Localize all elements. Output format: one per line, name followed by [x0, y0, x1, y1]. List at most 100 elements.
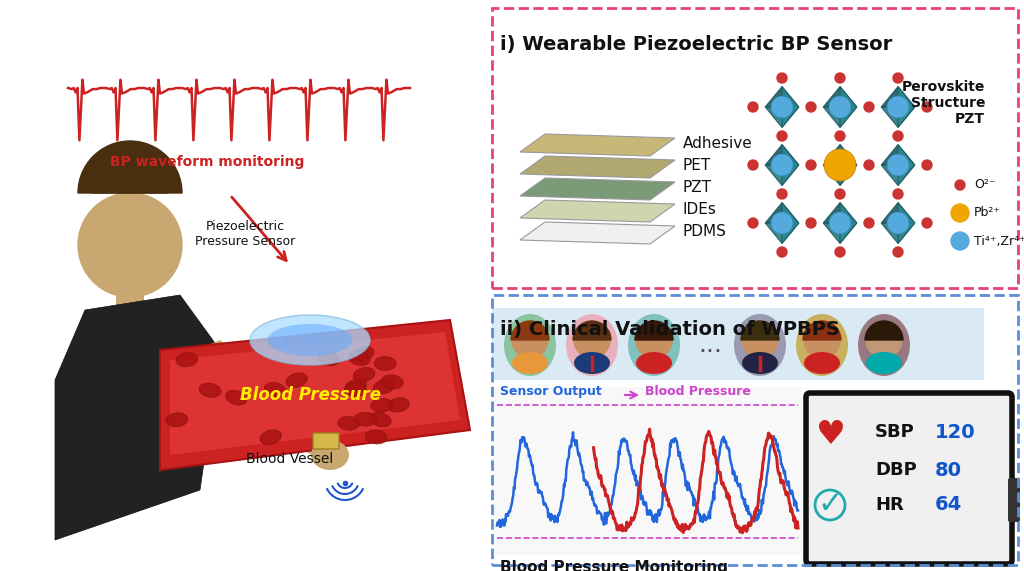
- Text: PZT: PZT: [683, 179, 712, 195]
- Circle shape: [771, 154, 793, 176]
- Circle shape: [887, 96, 909, 118]
- Text: Blood Vessel: Blood Vessel: [247, 452, 334, 466]
- Polygon shape: [765, 107, 799, 127]
- Ellipse shape: [366, 430, 387, 444]
- Polygon shape: [823, 203, 857, 223]
- Circle shape: [835, 247, 845, 257]
- Wedge shape: [511, 321, 549, 340]
- Circle shape: [777, 131, 787, 141]
- Circle shape: [866, 322, 902, 358]
- Ellipse shape: [504, 314, 556, 376]
- Circle shape: [636, 322, 672, 358]
- Ellipse shape: [371, 399, 392, 412]
- Polygon shape: [823, 223, 857, 243]
- Circle shape: [955, 180, 965, 190]
- Circle shape: [806, 160, 816, 170]
- Polygon shape: [840, 87, 857, 127]
- Circle shape: [864, 160, 874, 170]
- Ellipse shape: [370, 412, 391, 427]
- Circle shape: [742, 322, 778, 358]
- Text: SBP: SBP: [874, 423, 914, 441]
- Ellipse shape: [381, 375, 403, 389]
- Ellipse shape: [796, 314, 848, 376]
- Wedge shape: [741, 321, 779, 340]
- Polygon shape: [898, 203, 914, 243]
- Polygon shape: [898, 144, 914, 186]
- Text: IDEs: IDEs: [683, 202, 717, 216]
- Polygon shape: [782, 144, 799, 186]
- Ellipse shape: [176, 352, 198, 367]
- Text: Sensor Output: Sensor Output: [500, 385, 602, 398]
- Ellipse shape: [566, 314, 618, 376]
- Text: ...: ...: [698, 333, 722, 357]
- Circle shape: [771, 96, 793, 118]
- Circle shape: [771, 212, 793, 234]
- Text: Piezoelectric
Pressure Sensor: Piezoelectric Pressure Sensor: [195, 220, 295, 248]
- Polygon shape: [882, 203, 914, 223]
- Ellipse shape: [286, 373, 307, 388]
- Text: O²⁻: O²⁻: [974, 179, 995, 191]
- Circle shape: [824, 149, 856, 181]
- Circle shape: [806, 218, 816, 228]
- Ellipse shape: [317, 351, 339, 365]
- Ellipse shape: [866, 352, 902, 374]
- Text: BP waveform monitoring: BP waveform monitoring: [110, 155, 304, 169]
- Polygon shape: [898, 87, 914, 127]
- Circle shape: [887, 212, 909, 234]
- Ellipse shape: [512, 352, 548, 374]
- Circle shape: [835, 189, 845, 199]
- Ellipse shape: [387, 398, 410, 412]
- Circle shape: [864, 218, 874, 228]
- Polygon shape: [55, 295, 220, 540]
- Circle shape: [893, 189, 903, 199]
- Circle shape: [951, 204, 969, 222]
- Circle shape: [574, 322, 610, 358]
- Text: 64: 64: [935, 496, 963, 514]
- Polygon shape: [840, 203, 857, 243]
- Wedge shape: [635, 321, 673, 340]
- Polygon shape: [882, 144, 914, 165]
- Circle shape: [922, 102, 932, 112]
- Text: Perovskite
Structure
PZT: Perovskite Structure PZT: [901, 80, 985, 126]
- Circle shape: [922, 218, 932, 228]
- Circle shape: [829, 96, 851, 118]
- Polygon shape: [520, 200, 675, 222]
- Text: i) Wearable Piezoelectric BP Sensor: i) Wearable Piezoelectric BP Sensor: [500, 35, 892, 54]
- Text: ♥: ♥: [815, 419, 845, 452]
- Wedge shape: [573, 321, 611, 340]
- Text: Blood Pressure Monitoring: Blood Pressure Monitoring: [500, 560, 728, 571]
- Ellipse shape: [225, 390, 247, 405]
- Ellipse shape: [374, 356, 396, 371]
- Circle shape: [835, 131, 845, 141]
- Circle shape: [777, 189, 787, 199]
- Ellipse shape: [574, 352, 610, 374]
- Ellipse shape: [804, 352, 840, 374]
- Polygon shape: [765, 203, 799, 223]
- Polygon shape: [882, 107, 914, 127]
- Wedge shape: [92, 155, 168, 193]
- Ellipse shape: [348, 351, 370, 365]
- Circle shape: [864, 102, 874, 112]
- FancyBboxPatch shape: [116, 265, 144, 309]
- Ellipse shape: [636, 352, 672, 374]
- Ellipse shape: [267, 324, 352, 356]
- Polygon shape: [882, 165, 914, 186]
- Text: Ti⁴⁺,Zr⁴⁺: Ti⁴⁺,Zr⁴⁺: [974, 235, 1024, 247]
- Polygon shape: [765, 87, 799, 107]
- Circle shape: [893, 247, 903, 257]
- Circle shape: [777, 73, 787, 83]
- Text: HR: HR: [874, 496, 904, 514]
- Circle shape: [748, 218, 758, 228]
- Ellipse shape: [354, 412, 377, 426]
- Text: ✓: ✓: [817, 490, 843, 520]
- Circle shape: [512, 322, 548, 358]
- Ellipse shape: [352, 347, 374, 361]
- Polygon shape: [160, 320, 470, 470]
- Polygon shape: [882, 87, 914, 107]
- Text: Adhesive: Adhesive: [683, 135, 753, 151]
- Wedge shape: [78, 141, 182, 193]
- FancyBboxPatch shape: [313, 433, 339, 449]
- Ellipse shape: [311, 440, 349, 470]
- Bar: [492, 8, 1018, 288]
- Polygon shape: [840, 144, 857, 186]
